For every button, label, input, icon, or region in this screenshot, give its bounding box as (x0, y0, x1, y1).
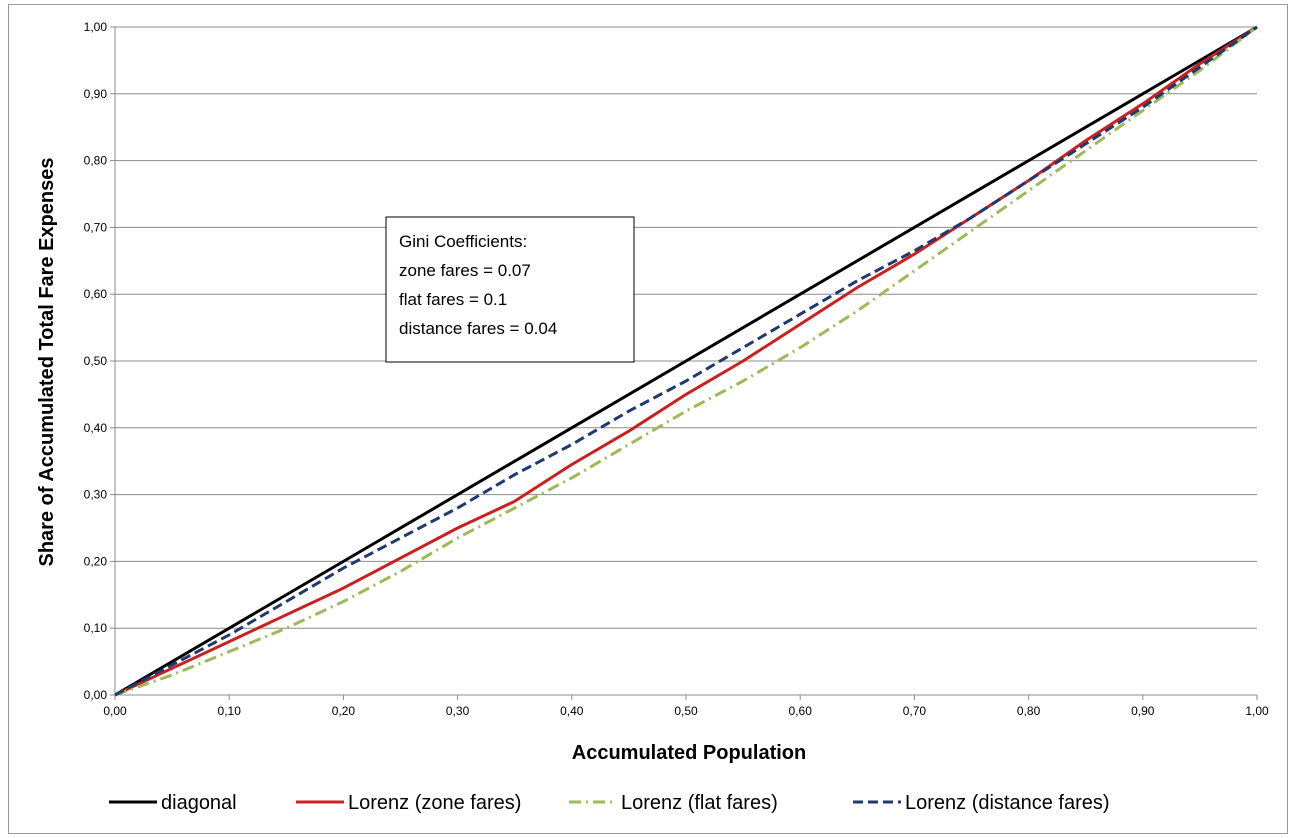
x-axis-title: Accumulated Population (572, 742, 806, 764)
y-tick-label: 0,90 (84, 87, 108, 101)
x-tick-label: 0,30 (446, 704, 470, 718)
annotation-line-1: Gini Coefficients: (399, 232, 527, 251)
x-tick-label: 1,00 (1245, 704, 1269, 718)
y-tick-label: 0,00 (84, 688, 108, 702)
series-line-2 (114, 25, 1258, 697)
y-tick-label: 0,80 (84, 154, 108, 168)
y-axis-title: Share of Accumulated Total Fare Expenses (36, 157, 58, 566)
annotation-line-4: distance fares = 0.04 (399, 319, 557, 338)
x-tick-label: 0,50 (674, 704, 698, 718)
annotation-line-3: flat fares = 0.1 (399, 290, 507, 309)
x-tick-label: 0,20 (332, 704, 356, 718)
x-tick-label: 0,40 (560, 704, 584, 718)
x-tick-label: 0,70 (903, 704, 927, 718)
chart-frame: 0,00 0,10 0,20 0,30 0,40 0,50 0,60 0,70 0,80 0,90… (8, 4, 1288, 834)
annotation-line-2: zone fares = 0.07 (399, 261, 531, 280)
y-tick-label: 0,70 (84, 220, 108, 234)
x-tick-label: 0,90 (1131, 704, 1155, 718)
legend-label-1: diagonal (161, 792, 237, 814)
y-tick-label: 0,50 (84, 354, 108, 368)
y-tick-label: 0,10 (84, 621, 108, 635)
lorenz-chart: 0,00 0,10 0,20 0,30 0,40 0,50 0,60 0,70 0,80 0,90… (36, 20, 1269, 814)
x-tick-labels: 0,00 0,10 0,20 0,30 0,40 0,50 0,60 0,70 0,80 0,90… (103, 704, 1269, 718)
y-tick-label: 0,20 (84, 554, 108, 568)
y-tick-label: 0,40 (84, 421, 108, 435)
legend-label-3: Lorenz (flat fares) (621, 792, 778, 814)
x-tick-label: 0,00 (103, 704, 127, 718)
legend-label-4: Lorenz (distance fares) (905, 792, 1110, 814)
legend: diagonal Lorenz (zone fares) Lorenz (flat … (109, 792, 1110, 814)
y-tick-labels: 0,00 0,10 0,20 0,30 0,40 0,50 0,60 0,70 0,80 0,90… (84, 20, 108, 702)
series-lines (114, 25, 1258, 697)
y-tick-label: 0,30 (84, 488, 108, 502)
series-line-1 (114, 25, 1258, 697)
axes (114, 27, 1257, 696)
gridlines (110, 26, 1258, 700)
y-tick-label: 0,60 (84, 287, 108, 301)
series-line-4 (114, 25, 1258, 697)
x-tick-label: 0,60 (789, 704, 813, 718)
legend-label-2: Lorenz (zone fares) (348, 792, 521, 814)
y-tick-label: 1,00 (84, 20, 108, 34)
x-tick-label: 0,80 (1017, 704, 1041, 718)
gini-annotation-box: Gini Coefficients: zone fares = 0.07 fla… (385, 216, 635, 363)
x-tick-label: 0,10 (218, 704, 242, 718)
